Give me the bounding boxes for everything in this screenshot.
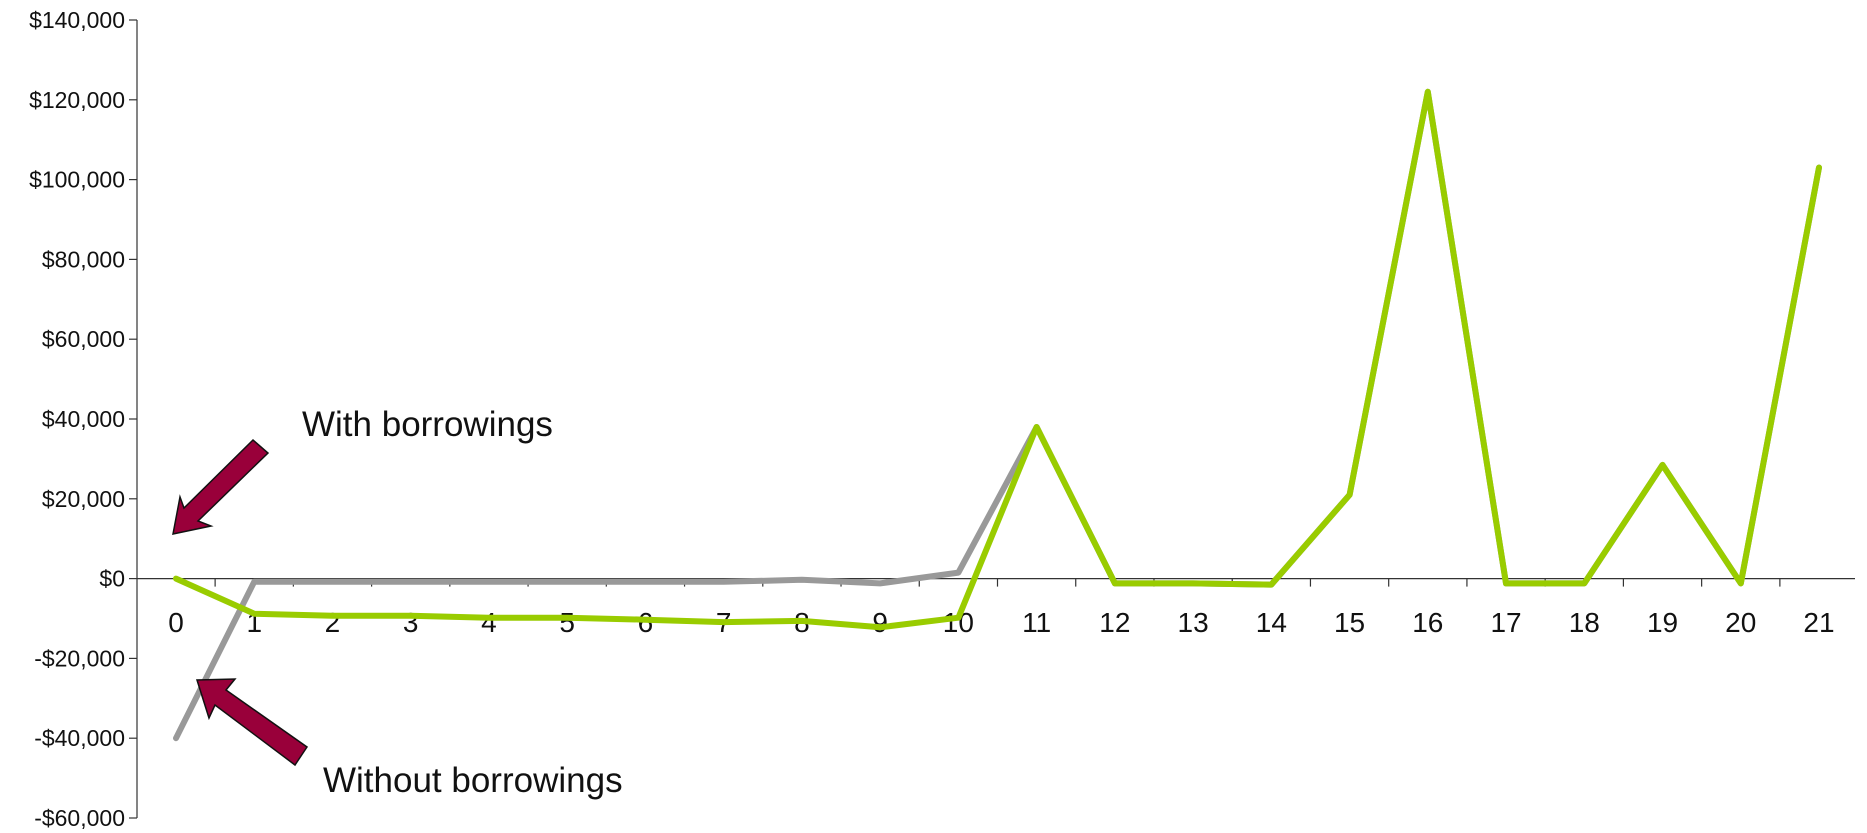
y-tick-label: $120,000 bbox=[29, 87, 125, 113]
y-tick-label: $0 bbox=[99, 566, 125, 592]
x-tick-label: 20 bbox=[1725, 607, 1756, 638]
y-tick-label: -$40,000 bbox=[34, 725, 125, 751]
x-tick-label: 3 bbox=[403, 607, 419, 638]
x-tick-label: 18 bbox=[1569, 607, 1600, 638]
x-tick-label: 4 bbox=[481, 607, 497, 638]
x-tick-label: 17 bbox=[1490, 607, 1521, 638]
x-tick-label: 2 bbox=[325, 607, 341, 638]
y-tick-label: $100,000 bbox=[29, 167, 125, 193]
series-lines bbox=[173, 88, 1822, 742]
x-tick-label: 19 bbox=[1647, 607, 1678, 638]
x-tick-label: 21 bbox=[1803, 607, 1834, 638]
x-tick-label: 16 bbox=[1412, 607, 1443, 638]
annotation-without-borrowings: Without borrowings bbox=[195, 678, 623, 800]
arrow-icon-with-borrowings bbox=[172, 438, 270, 535]
x-tick-label: 13 bbox=[1178, 607, 1209, 638]
x-tick-label: 15 bbox=[1334, 607, 1365, 638]
y-tick-label: -$60,000 bbox=[34, 805, 125, 831]
y-tick-label: $60,000 bbox=[42, 326, 125, 352]
x-tick-label: 0 bbox=[168, 607, 184, 638]
arrow-icon-without-borrowings bbox=[195, 678, 309, 767]
annotations: With borrowings Without borrowings bbox=[172, 405, 623, 800]
y-tick-label: -$20,000 bbox=[34, 645, 125, 671]
y-tick-label: $140,000 bbox=[29, 7, 125, 33]
y-tick-label: $20,000 bbox=[42, 486, 125, 512]
x-tick-label: 14 bbox=[1256, 607, 1287, 638]
annotation-label-with-borrowings: With borrowings bbox=[302, 405, 553, 444]
annotation-with-borrowings: With borrowings bbox=[172, 405, 553, 535]
x-tick-label: 5 bbox=[559, 607, 575, 638]
y-tick-label: $40,000 bbox=[42, 406, 125, 432]
x-tick-label: 11 bbox=[1022, 607, 1051, 638]
series-line-2 bbox=[173, 88, 1822, 631]
x-tick-label: 9 bbox=[872, 607, 888, 638]
annotation-label-without-borrowings: Without borrowings bbox=[323, 761, 623, 800]
x-tick-label: 12 bbox=[1099, 607, 1130, 638]
y-tick-label: $80,000 bbox=[42, 246, 125, 272]
